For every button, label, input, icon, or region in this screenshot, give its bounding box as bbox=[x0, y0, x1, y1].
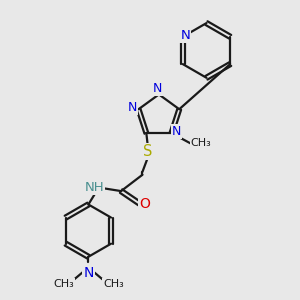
Text: N: N bbox=[180, 29, 190, 42]
Text: O: O bbox=[140, 196, 150, 211]
Text: NH: NH bbox=[85, 181, 104, 194]
Text: S: S bbox=[143, 144, 152, 159]
Text: N: N bbox=[172, 125, 182, 138]
Text: CH₃: CH₃ bbox=[53, 279, 74, 289]
Text: N: N bbox=[83, 266, 94, 280]
Text: N: N bbox=[127, 101, 137, 114]
Text: CH₃: CH₃ bbox=[103, 279, 124, 289]
Text: CH₃: CH₃ bbox=[191, 138, 212, 148]
Text: N: N bbox=[153, 82, 162, 95]
